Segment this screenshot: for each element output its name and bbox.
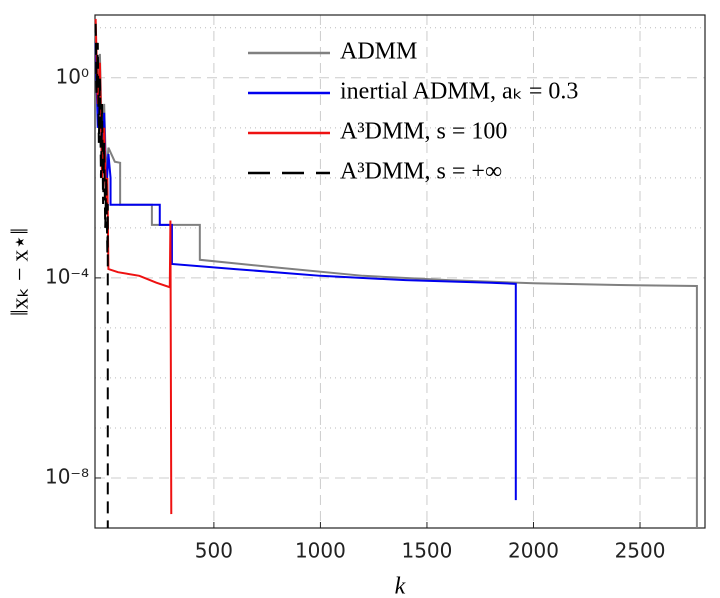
series-line bbox=[94, 18, 173, 515]
plot-frame bbox=[94, 14, 706, 529]
x-tick-label: 2000 bbox=[508, 539, 559, 563]
series-line bbox=[94, 23, 109, 528]
x-tick-label: 1500 bbox=[401, 539, 452, 563]
legend-label: A³DMM, s = +∞ bbox=[340, 159, 502, 185]
y-tick-label: 10⁻⁴ bbox=[45, 264, 89, 288]
x-tick-label: 1000 bbox=[295, 539, 346, 563]
y-tick-label: 10⁰ bbox=[56, 64, 89, 88]
series-line bbox=[94, 42, 517, 501]
x-tick-label: 2500 bbox=[615, 539, 666, 563]
legend-label: A³DMM, s = 100 bbox=[340, 119, 507, 145]
y-axis-label: ‖xₖ − x⋆‖ bbox=[8, 228, 34, 316]
x-tick-label: 500 bbox=[195, 539, 233, 563]
y-tick-label: 10⁻⁸ bbox=[45, 464, 89, 488]
x-axis-label: k bbox=[395, 574, 406, 598]
legend-label: ADMM bbox=[340, 39, 417, 65]
legend-label: inertial ADMM, aₖ = 0.3 bbox=[340, 79, 578, 105]
